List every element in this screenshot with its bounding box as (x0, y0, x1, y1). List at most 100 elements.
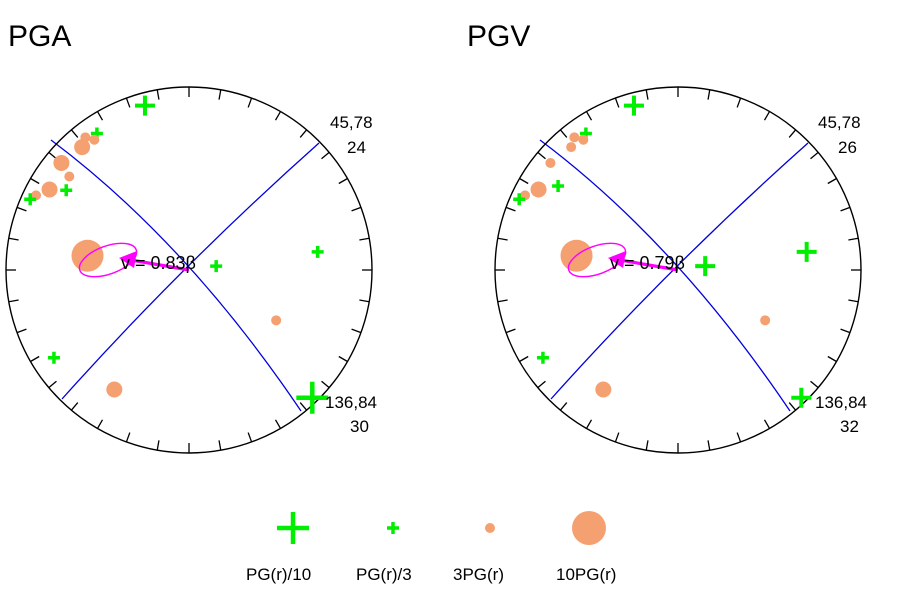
pga-dot-marker (53, 154, 70, 171)
pga-plus-marker (24, 193, 37, 206)
pga-tick (274, 419, 282, 429)
pgv-tick (840, 206, 851, 212)
pga-velocity-label: v = 0.83β (121, 253, 196, 273)
pga-tick (299, 129, 308, 138)
pga-title: PGA (8, 20, 71, 53)
pgv-tick (707, 440, 711, 451)
pgv-nodal-plane-1 (539, 139, 791, 412)
pga-plus-marker (296, 381, 329, 414)
pga-tick (70, 402, 79, 411)
pga-velocity-arrow-head (119, 251, 137, 268)
pga-plane-label-bottom: 136,84 (325, 393, 377, 412)
pgv-tick (848, 299, 859, 303)
legend-symbols (277, 511, 606, 545)
pgv-velocity-label: v = 0.79β (610, 253, 685, 273)
pgv-plane-value-top: 26 (838, 138, 857, 157)
pga-tick (156, 440, 160, 451)
pga-tick (321, 151, 330, 160)
pga-velocity-ellipse (78, 242, 138, 278)
pga-tick (96, 419, 104, 429)
pgv-dot-marker (530, 181, 547, 198)
pgv-tick (519, 355, 529, 363)
pgv-plane-label-top: 45,78 (818, 113, 861, 132)
pga-tick (274, 111, 282, 121)
pga-plus-marker (134, 95, 155, 116)
pga-tick (30, 355, 40, 363)
pgv-tick (537, 380, 546, 389)
pga-tick (70, 129, 79, 138)
pga-stereonet (5, 86, 373, 454)
pgv-tick (559, 402, 568, 411)
pgv-title: PGV (467, 20, 530, 53)
legend-plus-symbol (387, 522, 399, 534)
pga-tick (218, 440, 222, 451)
pga-tick (48, 151, 57, 160)
pga-plus-marker (311, 245, 324, 258)
legend-dot-symbol (485, 523, 495, 533)
legend-label-pg-r-3: PG(r)/3 (356, 565, 412, 584)
pga-tick (96, 111, 104, 121)
pgv-tick (736, 97, 742, 108)
pgv-tick (827, 355, 837, 363)
pgv-plus-marker (623, 95, 644, 116)
pga-tick (125, 432, 131, 443)
pgv-tick (827, 177, 837, 185)
pgv-tick (763, 111, 771, 121)
pga-tick (218, 89, 222, 100)
pgv-tick (810, 151, 819, 160)
pgv-tick (559, 129, 568, 138)
pga-tick (8, 299, 19, 303)
pga-tick (247, 97, 253, 108)
pgv-tick (585, 419, 593, 429)
pgv-dot-marker (578, 134, 589, 145)
pga-dot-marker (271, 315, 282, 326)
pga-plane-value-bottom: 30 (350, 417, 369, 436)
pga-tick (338, 177, 348, 185)
pgv-stereonet (494, 86, 862, 454)
pga-dot-marker (74, 139, 91, 156)
pgv-tick (505, 328, 516, 334)
pgv-tick (614, 432, 620, 443)
pgv-velocity-arrow-head (608, 251, 626, 268)
pga-tick (156, 89, 160, 100)
pgv-tick (497, 237, 508, 241)
pgv-tick (810, 380, 819, 389)
legend-label-10pg-r: 10PG(r) (556, 565, 616, 584)
legend-plus-symbol (277, 512, 309, 544)
pgv-tick (497, 299, 508, 303)
pgv-tick (505, 206, 516, 212)
pgv-tick (519, 177, 529, 185)
pgv-tick (736, 432, 742, 443)
pga-tick (338, 355, 348, 363)
pga-tick (321, 380, 330, 389)
pgv-plus-marker (513, 193, 526, 206)
pga-tick (299, 402, 308, 411)
pga-plus-marker (60, 184, 73, 197)
pga-dot-marker (89, 134, 100, 145)
pga-tick (16, 206, 27, 212)
pgv-dot-marker (595, 381, 612, 398)
pgv-tick (645, 440, 649, 451)
pgv-velocity-arrow-shaft (619, 258, 679, 272)
pgv-tick (537, 151, 546, 160)
pga-tick (351, 328, 362, 334)
legend-label-pg-r-10: PG(r)/10 (246, 565, 311, 584)
legend: PG(r)/10 PG(r)/3 3PG(r) 10PG(r) (246, 511, 616, 584)
pga-panel: PGA 45,78 24 136,84 30 v = 0.83β (5, 20, 377, 454)
pgv-tick (788, 129, 797, 138)
pga-plane-label-top: 45,78 (330, 113, 373, 132)
pga-dot-marker (106, 381, 123, 398)
pga-plus-marker (47, 351, 60, 364)
pgv-tick (788, 402, 797, 411)
pgv-plus-marker (695, 256, 716, 277)
pga-tick (48, 380, 57, 389)
pgv-tick (763, 419, 771, 429)
pgv-plus-marker (552, 180, 565, 193)
pga-tick (359, 237, 370, 241)
pgv-dot-marker (566, 142, 577, 153)
pgv-plus-marker (796, 241, 817, 262)
pgv-plus-marker (791, 387, 812, 408)
pgv-panel: PGV 45,78 26 136,84 32 v = 0.79β (467, 20, 867, 454)
pgv-tick (707, 89, 711, 100)
